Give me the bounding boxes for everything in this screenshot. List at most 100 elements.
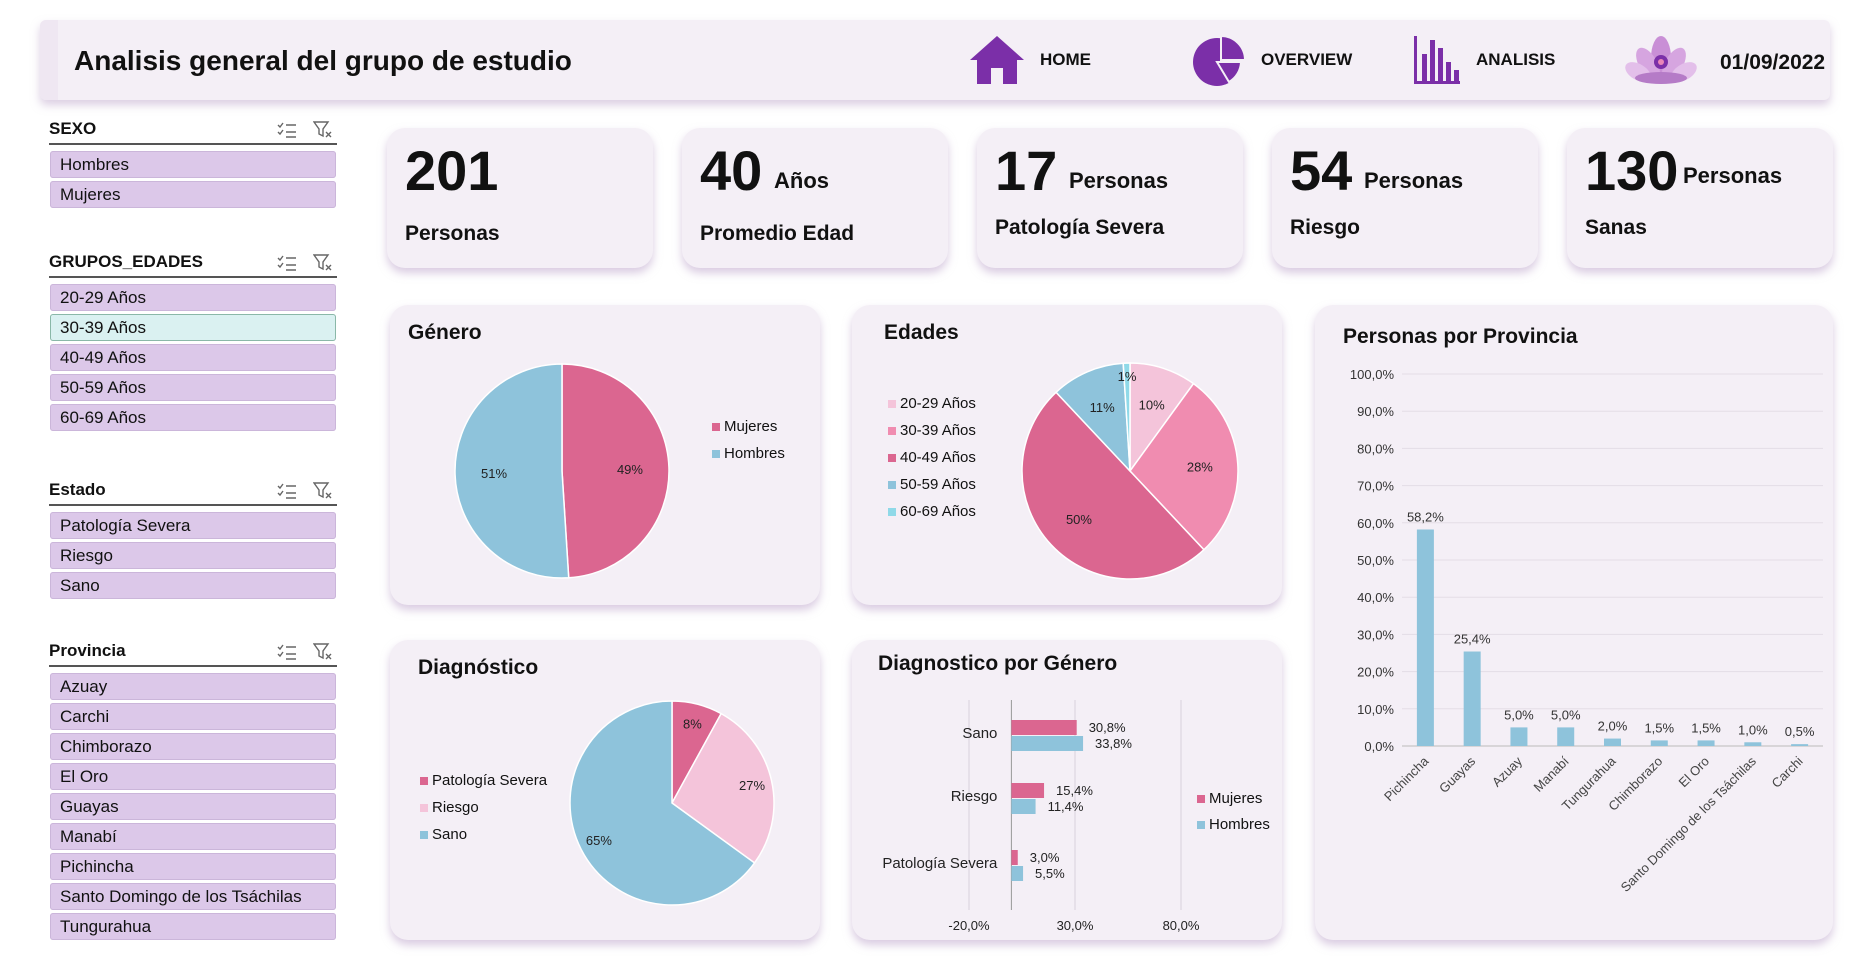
slicer-item[interactable]: Patología Severa xyxy=(50,512,336,539)
y-tick-label: 40,0% xyxy=(1357,590,1394,605)
legend-item: Mujeres xyxy=(712,418,777,435)
pie-chart-edades: 10% 28% 50% 11% 1% xyxy=(1021,362,1239,580)
kpi-card-promedio-edad: 40 Años Promedio Edad xyxy=(682,128,948,268)
pie-chart-icon xyxy=(1193,34,1247,86)
legend-swatch xyxy=(420,830,428,839)
x-tick-label: -20,0% xyxy=(948,918,990,933)
y-tick-label: 30,0% xyxy=(1357,627,1394,642)
x-tick-label: 30,0% xyxy=(1057,918,1094,933)
bar xyxy=(1557,727,1575,746)
nav-analisis-label: ANALISIS xyxy=(1476,50,1556,69)
multi-select-icon[interactable] xyxy=(277,482,297,500)
legend-swatch xyxy=(888,480,896,489)
slicer-item[interactable]: 50-59 Años xyxy=(50,374,336,401)
slicer-header: Provincia xyxy=(49,638,337,667)
legend-item: Hombres xyxy=(712,445,785,462)
pie-slice xyxy=(1122,362,1131,472)
legend-swatch xyxy=(888,507,896,516)
pie-slice xyxy=(1129,382,1239,551)
slicer-item[interactable]: 40-49 Años xyxy=(50,344,336,371)
slicer-item[interactable]: Mujeres xyxy=(50,181,336,208)
slicer-item[interactable]: Santo Domingo de los Tsáchilas xyxy=(50,883,336,910)
kpi-value: 54 xyxy=(1290,139,1353,202)
slicer-item[interactable]: Sano xyxy=(50,572,336,599)
pie-data-label: 27% xyxy=(739,778,765,793)
slicer-item[interactable]: Carchi xyxy=(50,703,336,730)
clear-filter-icon[interactable] xyxy=(313,643,333,661)
clear-filter-icon[interactable] xyxy=(313,482,333,500)
pie-slice xyxy=(561,363,670,579)
slicer-item[interactable]: 60-69 Años xyxy=(50,404,336,431)
y-tick-label: 20,0% xyxy=(1357,665,1394,680)
kpi-value: 17 xyxy=(995,139,1058,202)
kpi-card-sanas: 130 Personas Sanas xyxy=(1567,128,1833,268)
bar-data-label: 5,0% xyxy=(1551,707,1581,722)
slicer-items: Hombres Mujeres xyxy=(49,151,337,208)
chart-title: Edades xyxy=(884,321,959,344)
x-category-label: El Oro xyxy=(1676,754,1713,791)
slicer-item[interactable]: Riesgo xyxy=(50,542,336,569)
legend-label: 40-49 Años xyxy=(900,449,976,466)
bar-data-label: 33,8% xyxy=(1095,736,1132,751)
legend-label: Riesgo xyxy=(432,799,479,816)
legend-label: 60-69 Años xyxy=(900,503,976,520)
multi-select-icon[interactable] xyxy=(277,121,297,139)
nav-overview-button[interactable]: OVERVIEW xyxy=(1191,32,1352,88)
bar xyxy=(1011,799,1036,814)
legend-swatch xyxy=(712,422,720,431)
bar xyxy=(1011,736,1084,751)
pie-slice xyxy=(1021,391,1205,580)
bar-data-label: 11,4% xyxy=(1048,799,1084,814)
kpi-unit: Personas xyxy=(1069,168,1169,193)
legend-label: 30-39 Años xyxy=(900,422,976,439)
kpi-unit: Años xyxy=(774,168,829,193)
slicer-item[interactable]: Pichincha xyxy=(50,853,336,880)
slicer-item[interactable]: Hombres xyxy=(50,151,336,178)
slicer-item[interactable]: Azuay xyxy=(50,673,336,700)
bar-data-label: 2,0% xyxy=(1598,719,1628,734)
pie-slice xyxy=(1055,362,1131,474)
kpi-label: Personas xyxy=(405,222,500,245)
slicer-title: Provincia xyxy=(49,641,126,660)
kpi-card-personas: 201 Personas xyxy=(387,128,653,268)
lotus-icon xyxy=(1625,36,1697,84)
slicer-item[interactable]: El Oro xyxy=(50,763,336,790)
nav-analisis-button[interactable]: ANALISIS xyxy=(1412,32,1555,88)
clear-filter-icon[interactable] xyxy=(313,254,333,272)
y-tick-label: 0,0% xyxy=(1364,739,1394,754)
pie-data-label: 10% xyxy=(1139,397,1165,412)
page-title: Analisis general del grupo de estudio xyxy=(74,45,572,76)
slicer-grupos-edades: GRUPOS_EDADES 20-29 Años 30-39 Años 40-4… xyxy=(49,249,337,434)
slicer-header: Estado xyxy=(49,477,337,506)
slicer-items: Patología Severa Riesgo Sano xyxy=(49,512,337,599)
slicer-item[interactable]: Tungurahua xyxy=(50,913,336,940)
nav-home-button[interactable]: HOME xyxy=(968,32,1091,88)
chart-title: Diagnóstico xyxy=(418,656,539,679)
slicer-item-selected[interactable]: 30-39 Años xyxy=(50,314,336,341)
y-tick-label: 90,0% xyxy=(1357,404,1394,419)
x-category-label: Azuay xyxy=(1489,753,1526,790)
bar-data-label: 30,8% xyxy=(1089,720,1126,735)
bar xyxy=(1463,651,1481,746)
slicer-item[interactable]: Guayas xyxy=(50,793,336,820)
slicer-provincia: Provincia Azuay Carchi Chimborazo El Oro… xyxy=(49,638,337,943)
y-tick-label: 50,0% xyxy=(1357,553,1394,568)
slicer-item[interactable]: Manabí xyxy=(50,823,336,850)
legend-label: Sano xyxy=(432,826,468,843)
bar-data-label: 1,0% xyxy=(1738,722,1768,737)
legend-item: Patología Severa xyxy=(420,772,547,789)
slicer-item[interactable]: 20-29 Años xyxy=(50,284,336,311)
slicer-item[interactable]: Chimborazo xyxy=(50,733,336,760)
pie-chart-diagnostico: 8% 27% 65% xyxy=(569,700,775,906)
multi-select-icon[interactable] xyxy=(277,643,297,661)
y-tick-label: 60,0% xyxy=(1357,516,1394,531)
bar-data-label: 0,5% xyxy=(1785,724,1815,739)
bar xyxy=(1011,850,1018,865)
kpi-value: 201 xyxy=(405,139,499,202)
bar xyxy=(1650,740,1668,746)
y-tick-label: 80,0% xyxy=(1357,441,1394,456)
clear-filter-icon[interactable] xyxy=(313,121,333,139)
multi-select-icon[interactable] xyxy=(277,254,297,272)
bar xyxy=(1510,727,1528,746)
chart-title: Diagnostico por Género xyxy=(878,652,1118,675)
